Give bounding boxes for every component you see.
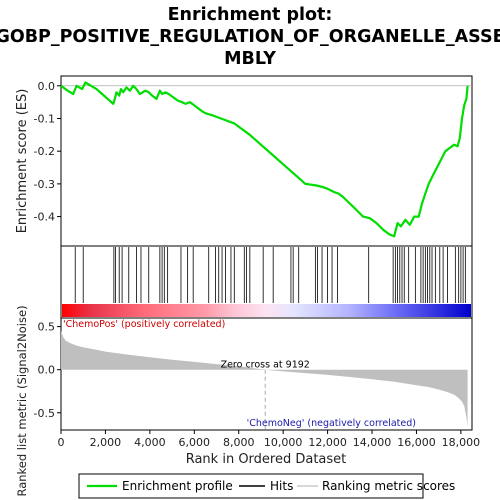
x-axis-label: Rank in Ordered Dataset xyxy=(186,452,347,467)
zero-cross-annotation: Zero cross at 9192 xyxy=(221,360,310,371)
x-axis-ticks: 0 2,000 4,000 6,000 8,000 10,000 12,000 14,000 1… xyxy=(58,430,481,449)
es-y-tick-label: -0.2 xyxy=(34,145,55,158)
chart-title-line-1: Enrichment plot: xyxy=(168,5,333,25)
legend-hits-label: Hits xyxy=(270,479,293,493)
x-tick-label: 6,000 xyxy=(179,436,211,449)
legend-enrichment-label: Enrichment profile xyxy=(122,479,233,493)
rank-gradient-bar xyxy=(62,304,471,317)
chart-title-line-3: MBLY xyxy=(224,49,276,69)
x-tick-label: 8,000 xyxy=(223,436,255,449)
x-tick-label: 18,000 xyxy=(442,436,481,449)
metric-y-axis-ticks: 0.5 0.0 -0.5 xyxy=(34,321,61,420)
es-panel-frame xyxy=(60,75,473,247)
es-y-tick-label: -0.4 xyxy=(34,211,55,224)
x-tick-label: 16,000 xyxy=(397,436,436,449)
metric-y-axis-label: Ranked list metric (Signal2Noise) xyxy=(15,305,29,496)
es-y-tick-label: -0.1 xyxy=(34,113,55,126)
chart-title-line-2: GOBP_POSITIVE_REGULATION_OF_ORGANELLE_AS… xyxy=(0,27,500,47)
metric-y-tick-label: 0.5 xyxy=(38,321,56,334)
hit-marks xyxy=(74,247,466,303)
metric-y-tick-label: -0.5 xyxy=(34,407,55,420)
legend: Enrichment profile Hits Ranking metric s… xyxy=(78,473,455,499)
es-y-axis-label: Enrichment score (ES) xyxy=(15,89,30,234)
x-tick-label: 0 xyxy=(58,436,65,449)
es-y-axis-ticks: 0.0 -0.1 -0.2 -0.3 -0.4 xyxy=(34,80,61,224)
negative-correlation-label: 'ChemoNeg' (negatively correlated) xyxy=(247,418,416,429)
x-tick-label: 14,000 xyxy=(353,436,392,449)
ranking-metric-area xyxy=(61,330,468,426)
es-y-tick-label: -0.3 xyxy=(34,178,55,191)
x-tick-label: 10,000 xyxy=(264,436,303,449)
x-tick-label: 12,000 xyxy=(308,436,347,449)
legend-metric-label: Ranking metric scores xyxy=(322,479,455,493)
es-y-tick-label: 0.0 xyxy=(38,80,56,93)
positive-correlation-label: 'ChemoPos' (positively correlated) xyxy=(63,319,225,330)
x-tick-label: 4,000 xyxy=(134,436,166,449)
enrichment-profile-line xyxy=(60,81,469,238)
metric-y-tick-label: 0.0 xyxy=(38,364,56,377)
x-tick-label: 2,000 xyxy=(90,436,122,449)
